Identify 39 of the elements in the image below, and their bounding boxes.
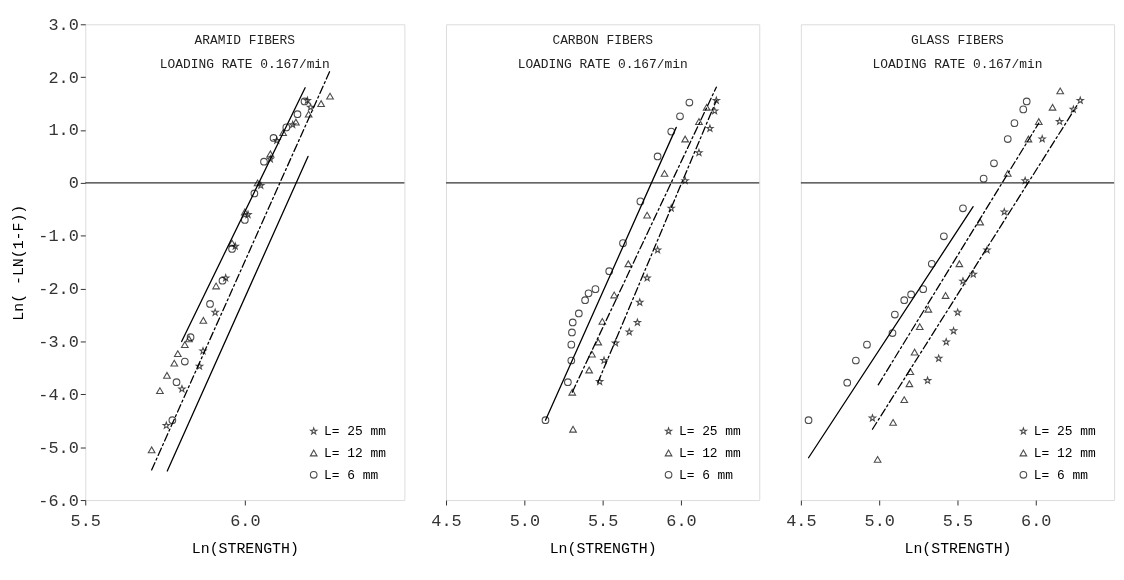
y-tick-label: 3.0 — [48, 15, 79, 35]
legend-label: L= 6 mm — [1033, 467, 1089, 483]
y-tick-label: 2.0 — [48, 68, 79, 88]
x-tick-label: 5.0 — [509, 512, 540, 532]
x-tick-label: 5.5 — [942, 512, 974, 532]
x-tick-label: 4.5 — [786, 512, 817, 532]
text: LOADING RATE 0.167/min — [872, 56, 1043, 72]
text: ARAMID FIBERS — [194, 33, 296, 49]
x-axis-title: Ln(STRENGTH) — [191, 541, 299, 558]
x-tick-label: 5.5 — [70, 512, 101, 532]
x-tick-label: 4.5 — [431, 512, 462, 532]
y-tick-label: 1.0 — [48, 121, 79, 141]
x-tick-label: 5.5 — [587, 512, 619, 532]
x-tick-label: 6.0 — [230, 512, 261, 532]
legend-label: L= 12 mm — [1033, 445, 1096, 461]
x-tick-label: 6.0 — [666, 512, 697, 532]
x-axis-title: Ln(STRENGTH) — [549, 541, 657, 558]
y-axis-title: Ln( -LN(1-F)) — [11, 204, 28, 321]
text: LOADING RATE 0.167/min — [159, 56, 330, 72]
text: CARBON FIBERS — [552, 33, 654, 49]
legend-label: L= 12 mm — [678, 445, 742, 461]
y-tick-label: -6.0 — [38, 491, 79, 511]
legend-label: L= 25 mm — [324, 424, 387, 440]
y-tick-label: -2.0 — [38, 280, 79, 300]
y-tick-label: -4.0 — [38, 385, 79, 405]
legend-label: L= 6 mm — [678, 467, 734, 483]
y-tick-label: 0 — [68, 174, 79, 194]
legend-label: L= 6 mm — [324, 467, 379, 483]
x-tick-label: 6.0 — [1021, 512, 1052, 532]
y-tick-label: -1.0 — [38, 227, 79, 247]
y-tick-label: -5.0 — [38, 438, 79, 458]
legend-label: L= 25 mm — [678, 424, 742, 440]
legend-label: L= 12 mm — [324, 445, 387, 461]
text: LOADING RATE 0.167/min — [517, 56, 688, 72]
text: GLASS FIBERS — [911, 33, 1005, 49]
x-axis-title: Ln(STRENGTH) — [904, 541, 1012, 558]
legend-label: L= 25 mm — [1033, 424, 1096, 440]
y-tick-label: -3.0 — [38, 332, 79, 352]
x-tick-label: 5.0 — [864, 512, 895, 532]
